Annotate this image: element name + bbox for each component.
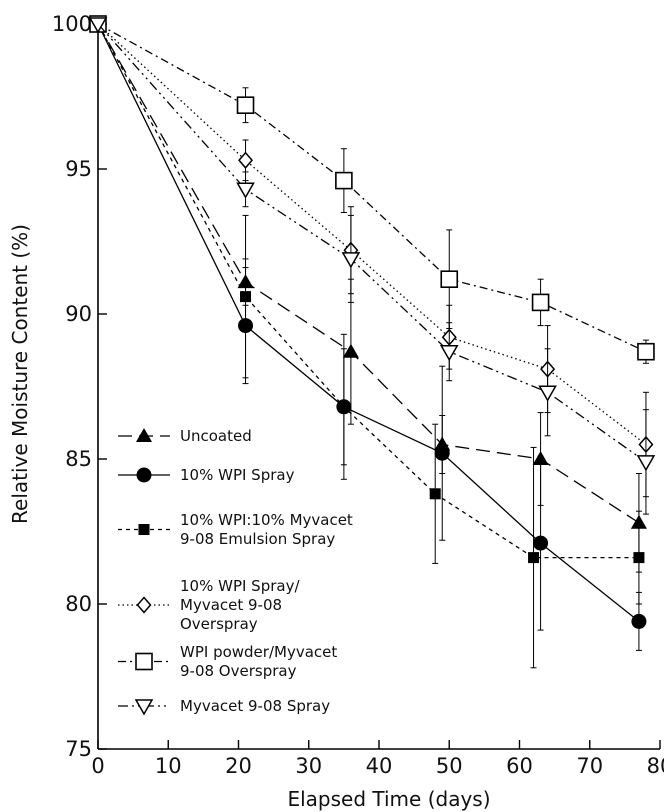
legend-marker (135, 652, 153, 671)
series-line (97, 23, 640, 622)
x-tick-label: 60 (506, 754, 533, 778)
legend-marker (136, 596, 152, 614)
series-line (97, 23, 640, 524)
data-point (531, 293, 550, 312)
legend-label: Overspray (180, 615, 258, 633)
series-2 (90, 16, 647, 651)
legend-label: WPI powder/Myvacet (180, 643, 337, 661)
x-tick-label: 70 (576, 754, 603, 778)
data-point (637, 342, 655, 361)
data-point (88, 17, 108, 34)
series-line (97, 23, 647, 463)
series-4 (90, 15, 654, 498)
data-point (236, 182, 255, 199)
data-point (342, 343, 359, 358)
legend-label: 10% WPI Spray (180, 466, 295, 484)
legend-label: Myvacet 9-08 Spray (180, 697, 330, 715)
series-1 (90, 16, 647, 573)
legend-item-2: 10% WPI Spray (118, 466, 295, 484)
legend-marker (138, 524, 150, 535)
legend-marker (136, 467, 152, 483)
x-tick-label: 50 (436, 754, 463, 778)
series-3 (92, 18, 645, 669)
y-tick-label: 100 (52, 12, 92, 36)
legend-label: Uncoated (180, 427, 252, 445)
data-point (528, 552, 540, 564)
legend-label: 10% WPI Spray/ (180, 577, 300, 595)
y-tick-label: 85 (65, 447, 92, 471)
legend-label: 9-08 Overspray (180, 662, 297, 680)
data-point (636, 455, 656, 472)
legend-marker (136, 428, 152, 442)
data-point (240, 291, 252, 303)
data-point (238, 151, 254, 169)
x-tick-label: 20 (225, 754, 252, 778)
data-point (533, 535, 549, 551)
data-point (341, 252, 361, 269)
data-point (434, 445, 450, 461)
data-point (338, 401, 350, 413)
legend-marker (134, 699, 154, 716)
data-point (236, 96, 255, 114)
legend-label: 10% WPI:10% Myvacet (180, 511, 353, 529)
data-point (439, 344, 459, 362)
legend-label: Myvacet 9-08 (180, 596, 282, 614)
y-tick-label: 80 (65, 592, 92, 616)
series-5 (89, 15, 655, 364)
legend: Uncoated 10% WPI Spray 10% WPI:10% Myvacet… (118, 427, 353, 716)
x-tick-label: 30 (295, 754, 322, 778)
series-line (97, 23, 647, 353)
data-point (631, 613, 647, 629)
x-tick-label: 40 (366, 754, 393, 778)
data-point (440, 270, 459, 289)
data-point (335, 171, 353, 190)
x-tick-label: 0 (91, 754, 104, 778)
series-line (97, 23, 647, 446)
y-tick-label: 95 (65, 157, 92, 181)
data-point (538, 385, 557, 402)
series-6 (88, 17, 656, 515)
legend-item-6: Myvacet 9-08 Spray (118, 697, 330, 716)
x-tick-label: 80 (647, 754, 664, 778)
y-axis-label: Relative Moisture Content (%) (8, 224, 32, 524)
series-layer (88, 15, 656, 669)
y-tick-label: 90 (65, 302, 92, 326)
x-tick-label: 10 (155, 754, 182, 778)
series-line (97, 23, 639, 559)
data-point (633, 552, 645, 564)
legend-item-1: Uncoated (118, 427, 252, 445)
x-axis-label: Elapsed Time (days) (287, 787, 490, 811)
legend-label: 9-08 Emulsion Spray (180, 530, 335, 548)
y-tick-label: 75 (65, 737, 92, 761)
data-point (429, 488, 441, 500)
